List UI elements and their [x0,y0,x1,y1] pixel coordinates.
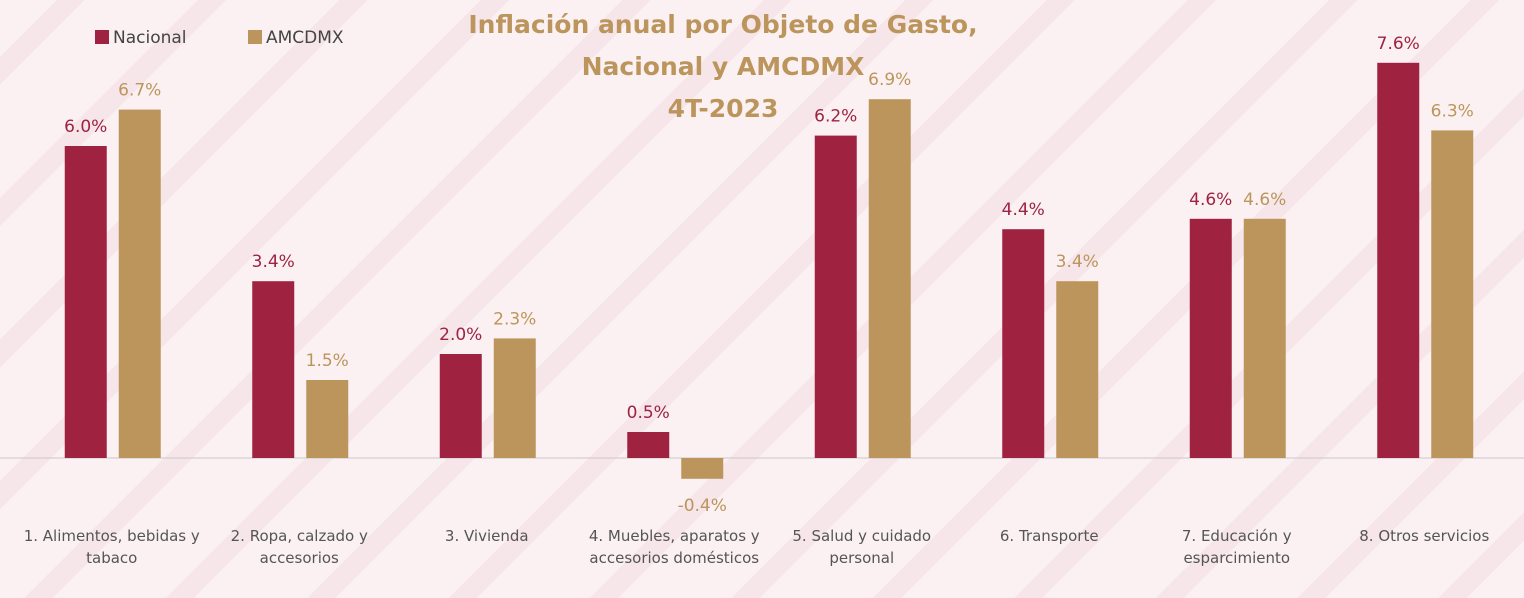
bar [1243,218,1286,458]
x-tick-label: 1. Alimentos, bebidas y tabaco [23,527,200,567]
x-tick-label: 6. Transporte [999,527,1099,545]
value-label: 4.4% [1002,200,1045,220]
value-label: 4.6% [1189,190,1232,210]
bar [252,281,295,458]
value-label: 6.9% [868,70,911,90]
value-label: 2.0% [439,325,482,345]
bar [814,135,857,458]
value-label: 2.3% [493,309,536,329]
x-tick-label: 5. Salud y cuidado personal [792,527,932,567]
bar [493,338,536,458]
value-label: 6.7% [118,81,161,101]
value-label: 6.2% [814,107,857,127]
x-tick-label: 4. Muebles, aparatos y accesorios domést… [588,527,760,567]
legend-swatch [95,30,109,44]
bar [1189,218,1232,458]
value-label: -0.4% [678,496,727,516]
chart-title: Inflación anual por Objeto de Gasto, Nac… [453,4,993,130]
bar [627,432,670,458]
legend-label: AMCDMX [266,28,344,48]
x-tick-label: 2. Ropa, calzado y accesorios [230,527,368,567]
value-label: 6.3% [1431,101,1474,121]
bar [1056,281,1099,458]
value-label: 1.5% [306,351,349,371]
bar [64,146,107,458]
bar [868,99,911,458]
bar [306,380,349,458]
bar [1377,62,1420,459]
x-tick-label: 3. Vivienda [444,527,529,545]
x-tick-label: 8. Otros servicios [1359,527,1490,545]
value-label: 0.5% [627,403,670,423]
value-label: 6.0% [64,117,107,137]
bar [681,458,724,479]
value-label: 3.4% [252,252,295,272]
value-label: 7.6% [1377,34,1420,54]
legend-label: Nacional [113,28,187,48]
title-text: Inflación anual por Objeto de Gasto, Nac… [468,10,978,81]
value-label: 3.4% [1056,252,1099,272]
bar [1002,229,1045,458]
bar [439,354,482,458]
legend-swatch [248,30,262,44]
bar [118,109,161,458]
subtitle-text: 4T-2023 [667,94,779,123]
value-label: 4.6% [1243,190,1286,210]
x-tick-label: 7. Educación y esparcimiento [1181,527,1292,567]
bar [1431,130,1474,458]
